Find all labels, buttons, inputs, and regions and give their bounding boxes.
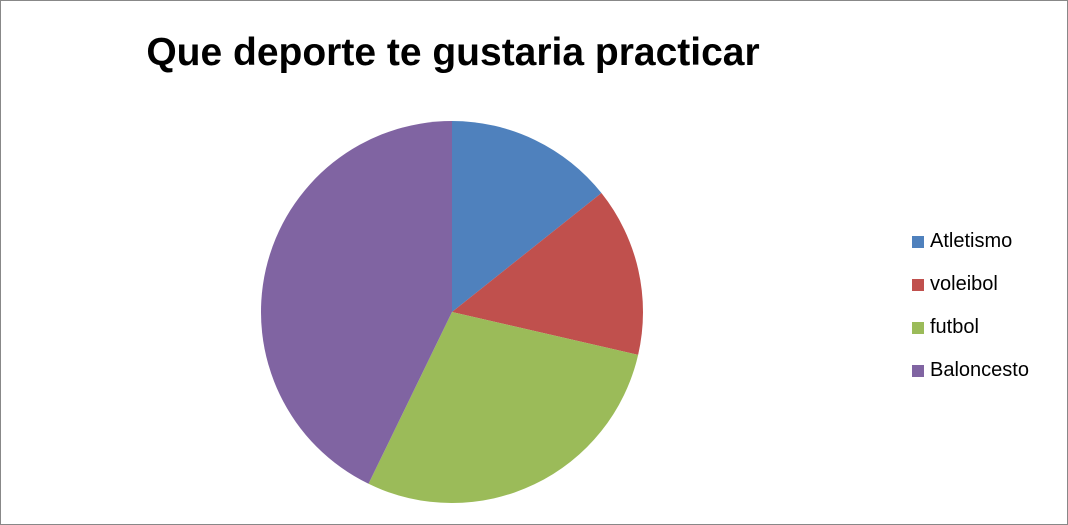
pie-slice-atletismo	[452, 121, 602, 312]
pie-slice-voleibol	[452, 193, 643, 355]
legend-swatch	[912, 278, 924, 291]
legend-label: Baloncesto	[930, 359, 1029, 381]
legend-item-futbol: futbol	[912, 313, 1062, 342]
chart-title: Que deporte te gustaria practicar	[146, 31, 760, 74]
legend-swatch	[912, 235, 924, 248]
legend-label: voleibol	[930, 273, 998, 295]
pie-slice-baloncesto	[260, 120, 452, 484]
legend-label: futbol	[930, 316, 979, 338]
legend-swatch	[912, 321, 924, 334]
legend-item-voleibol: voleibol	[912, 270, 1062, 299]
pie-slice-futbol	[368, 312, 639, 504]
pie-slices	[260, 120, 643, 504]
legend: Atletismo voleibol futbol Baloncesto	[912, 227, 1062, 399]
legend-label: Atletismo	[930, 230, 1013, 252]
legend-item-atletismo: Atletismo	[912, 227, 1062, 256]
legend-swatch	[912, 364, 924, 377]
legend-item-baloncesto: Baloncesto	[912, 356, 1062, 385]
